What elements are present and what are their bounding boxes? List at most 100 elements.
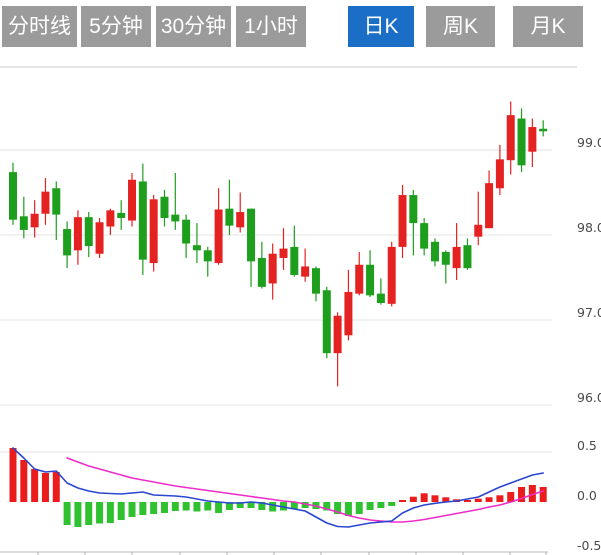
- macd-histogram-bar: [117, 502, 125, 520]
- macd-histogram-bar: [258, 502, 266, 510]
- candle-body: [539, 128, 548, 132]
- candle-body: [398, 195, 407, 247]
- price-axis-label: 98.0: [577, 220, 601, 235]
- candle-body: [182, 219, 191, 244]
- candle-body: [376, 293, 385, 303]
- macd-histogram-bar: [52, 472, 60, 502]
- tab-weekly-k[interactable]: 周K: [426, 6, 495, 47]
- candle-body: [311, 268, 320, 294]
- macd-histogram-bar: [442, 497, 450, 502]
- candle-body: [474, 224, 483, 237]
- candle-body: [463, 245, 472, 269]
- macd-histogram-bar: [269, 502, 277, 512]
- candle-body: [495, 159, 504, 189]
- candle-body: [430, 241, 439, 262]
- candle-body: [517, 118, 526, 166]
- candle-body: [268, 253, 277, 284]
- macd-histogram-bar: [247, 502, 255, 508]
- macd-histogram-bar: [366, 502, 374, 510]
- tab-5min[interactable]: 5分钟: [81, 6, 151, 47]
- tab-30min[interactable]: 30分钟: [156, 6, 231, 47]
- candle-body: [9, 172, 17, 220]
- candle-body: [225, 208, 234, 226]
- macd-histogram-bar: [128, 502, 136, 517]
- macd-histogram-bar: [9, 448, 17, 502]
- macd-histogram-bar: [74, 502, 82, 527]
- macd-histogram-bar: [409, 496, 417, 502]
- macd-histogram-bar: [301, 502, 309, 508]
- candle-body: [106, 210, 115, 227]
- candle-body: [279, 248, 288, 258]
- macd-histogram-bar: [485, 497, 493, 502]
- macd-histogram-bar: [290, 502, 298, 509]
- macd-histogram-bar: [160, 502, 168, 513]
- tab-timeline[interactable]: 分时线: [2, 6, 77, 47]
- candle-body: [84, 217, 93, 247]
- macd-histogram-bar: [41, 473, 49, 502]
- timeframe-tabbar: 分时线 5分钟 30分钟 1小时 日K 周K 月K: [0, 0, 601, 55]
- candle-body: [485, 183, 494, 229]
- candle-body: [149, 199, 158, 264]
- macd-histogram-bar: [518, 487, 526, 502]
- macd-histogram-bar: [20, 460, 28, 502]
- candle-body: [257, 257, 266, 287]
- macd-histogram-bar: [463, 500, 471, 502]
- macd-histogram-bar: [193, 502, 201, 512]
- macd-histogram-bar: [474, 498, 482, 502]
- candle-body: [117, 212, 126, 218]
- tab-daily-k[interactable]: 日K: [348, 6, 414, 47]
- macd-histogram-bar: [399, 500, 407, 502]
- candle-body: [19, 216, 28, 230]
- dea-line: [66, 457, 545, 523]
- macd-histogram-bar: [496, 495, 504, 502]
- candle-body: [214, 209, 223, 264]
- candle-body: [236, 212, 245, 228]
- macd-histogram-bar: [528, 485, 536, 502]
- candle-body: [333, 315, 342, 354]
- candle-body: [192, 245, 201, 251]
- macd-histogram-bar: [323, 502, 331, 511]
- macd-histogram-bar: [63, 502, 71, 525]
- candle-body: [73, 217, 82, 251]
- candle-body: [528, 127, 537, 152]
- price-axis-label: 97.0: [577, 305, 601, 320]
- macd-histogram-bar: [420, 493, 428, 502]
- macd-histogram-bar: [139, 502, 147, 515]
- candle-body: [301, 266, 310, 277]
- candle-body: [203, 250, 212, 262]
- candle-body: [30, 213, 39, 228]
- macd-histogram-bar: [204, 502, 212, 511]
- macd-axis-label: -0.5: [577, 538, 601, 553]
- macd-histogram-bar: [150, 502, 158, 514]
- macd-histogram-bar: [539, 487, 547, 502]
- candle-body: [409, 195, 418, 224]
- macd-histogram-bar: [215, 502, 223, 513]
- tab-monthly-k[interactable]: 月K: [513, 6, 583, 47]
- candle-body: [441, 252, 450, 265]
- candle-body: [344, 291, 353, 336]
- candle-body: [160, 196, 169, 218]
- dif-line: [12, 447, 545, 528]
- candle-body: [171, 214, 180, 222]
- macd-histogram-bar: [334, 502, 342, 514]
- candle-body: [138, 181, 147, 260]
- candle-body: [355, 264, 364, 294]
- macd-histogram-bar: [85, 502, 93, 525]
- macd-histogram-bar: [507, 492, 515, 502]
- candle-body: [41, 191, 50, 214]
- macd-histogram-bar: [31, 469, 39, 502]
- macd-axis-label: 0.0: [577, 488, 597, 503]
- macd-histogram-bar: [236, 502, 244, 508]
- macd-histogram-bar: [225, 502, 233, 510]
- candle-body: [322, 290, 331, 354]
- macd-histogram-bar: [431, 495, 439, 502]
- macd-histogram-bar: [96, 502, 104, 524]
- candle-body: [52, 188, 61, 215]
- macd-histogram-bar: [182, 502, 190, 511]
- tab-1hour[interactable]: 1小时: [236, 6, 306, 47]
- candle-body: [290, 246, 299, 275]
- macd-histogram-bar: [388, 502, 396, 506]
- candle-body: [366, 264, 375, 296]
